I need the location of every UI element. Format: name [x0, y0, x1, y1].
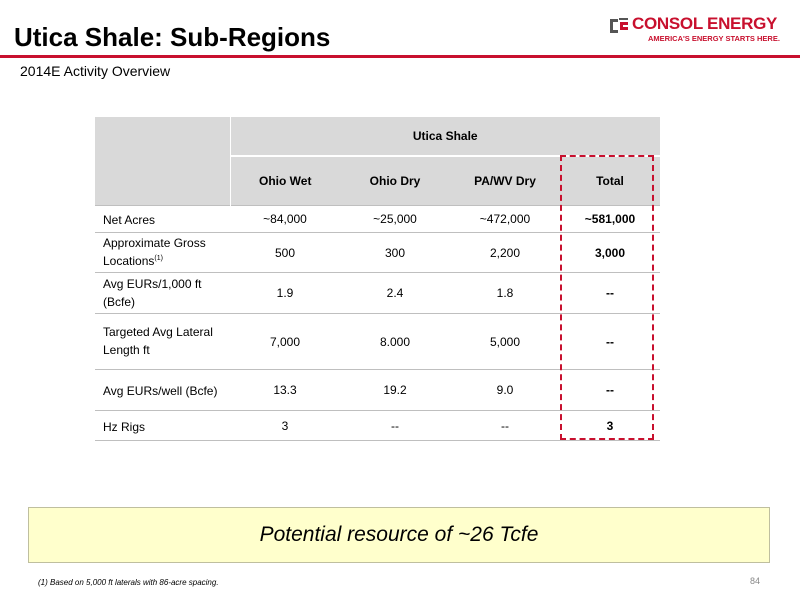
footnote: (1) Based on 5,000 ft laterals with 86-a…: [38, 578, 219, 587]
table-cell-total: 3,000: [560, 232, 660, 273]
table-row: Hz Rigs 3 -- -- 3: [95, 410, 660, 441]
table-row: Avg EURs/well (Bcfe) 13.3 19.2 9.0 --: [95, 369, 660, 411]
table-cell-total: 3: [560, 410, 660, 441]
table-cell-total: --: [560, 313, 660, 370]
table-cell: 19.2: [340, 369, 450, 411]
table-row: Targeted Avg Lateral Length ft 7,000 8.0…: [95, 313, 660, 370]
table-cell-total: --: [560, 272, 660, 314]
table-cell: 5,000: [450, 313, 560, 370]
table-cell: 1.9: [230, 272, 340, 314]
column-header-pa-wv-dry: PA/WV Dry: [450, 156, 560, 206]
row-label: Avg EURs/1,000 ft (Bcfe): [95, 272, 230, 314]
table-cell: 300: [340, 232, 450, 273]
table-cell-total: --: [560, 369, 660, 411]
row-label: Hz Rigs: [95, 410, 230, 441]
table-corner-header: [95, 117, 231, 206]
table-cell: ~25,000: [340, 205, 450, 233]
column-header-ohio-wet: Ohio Wet: [230, 156, 340, 206]
company-logo: CONSOL ENERGY AMERICA'S ENERGY STARTS HE…: [608, 14, 788, 44]
table-cell: ~84,000: [230, 205, 340, 233]
table-cell: ~472,000: [450, 205, 560, 233]
row-label: Approximate Gross Locations(1): [95, 232, 230, 273]
logo-name: CONSOL ENERGY: [632, 14, 778, 33]
column-header-ohio-dry: Ohio Dry: [340, 156, 450, 206]
logo-tagline: AMERICA'S ENERGY STARTS HERE.: [648, 34, 780, 43]
table-cell: 500: [230, 232, 340, 273]
column-header-total: Total: [560, 156, 660, 206]
group-header: Utica Shale: [230, 117, 660, 157]
consol-logo-icon: [610, 18, 628, 33]
callout-text: Potential resource of ~26 Tcfe: [259, 523, 539, 546]
table-row: Avg EURs/1,000 ft (Bcfe) 1.9 2.4 1.8 --: [95, 272, 660, 314]
table-cell: --: [340, 410, 450, 441]
table-cell: 8.000: [340, 313, 450, 370]
table-cell: 3: [230, 410, 340, 441]
table-cell: 9.0: [450, 369, 560, 411]
page-subtitle: 2014E Activity Overview: [20, 63, 171, 79]
resource-callout: Potential resource of ~26 Tcfe: [28, 507, 770, 563]
page-title: Utica Shale: Sub-Regions: [14, 22, 331, 52]
table-cell: 7,000: [230, 313, 340, 370]
row-label: Targeted Avg Lateral Length ft: [95, 313, 230, 370]
table-cell: 2,200: [450, 232, 560, 273]
table-row: Approximate Gross Locations(1) 500 300 2…: [95, 232, 660, 273]
page-number: 84: [750, 576, 761, 586]
title-divider: [0, 55, 800, 58]
activity-table: Utica Shale Ohio Wet Ohio Dry PA/WV Dry …: [95, 117, 660, 441]
table-cell-total: ~581,000: [560, 205, 660, 233]
row-label: Net Acres: [95, 205, 230, 233]
row-label: Avg EURs/well (Bcfe): [95, 369, 230, 411]
table-row: Net Acres ~84,000 ~25,000 ~472,000 ~581,…: [95, 205, 660, 233]
table-cell: 1.8: [450, 272, 560, 314]
table-cell: --: [450, 410, 560, 441]
table-cell: 13.3: [230, 369, 340, 411]
table-cell: 2.4: [340, 272, 450, 314]
